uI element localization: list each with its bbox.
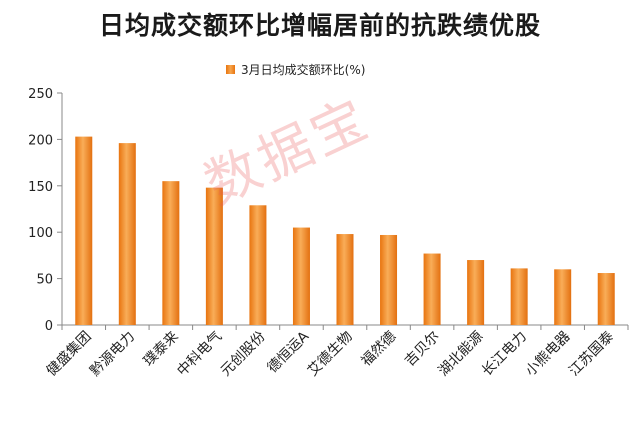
chart-title: 日均成交额环比增幅居前的抗跌绩优股 xyxy=(98,11,541,40)
bars xyxy=(75,136,615,325)
legend-label: 3月日均成交额环比(%) xyxy=(241,62,366,77)
x-tick-label: 湖北能源 xyxy=(436,329,487,380)
y-tick-label: 150 xyxy=(28,180,53,195)
y-axis: 0 50 100 150 200 250 xyxy=(28,87,63,334)
x-tick-label: 璞泰来 xyxy=(141,329,182,370)
bar xyxy=(205,187,223,325)
x-tick-label: 元创股份 xyxy=(218,329,269,380)
bar xyxy=(597,273,615,325)
y-tick-label: 200 xyxy=(28,133,53,148)
x-tick-label: 健盛集团 xyxy=(43,328,95,380)
bar xyxy=(118,143,136,325)
x-tick-label: 吉贝尔 xyxy=(402,329,443,370)
bar xyxy=(510,268,528,325)
x-tick-label: 中科电气 xyxy=(174,329,225,380)
x-tick-label: 长江电力 xyxy=(479,329,530,380)
y-tick-label: 100 xyxy=(28,226,53,241)
x-tick-label: 江苏国泰 xyxy=(566,329,617,380)
bar xyxy=(336,234,354,325)
legend-swatch xyxy=(226,64,235,74)
x-tick-label: 艾德生物 xyxy=(305,329,356,380)
x-tick-label: 小熊电器 xyxy=(523,329,574,380)
y-tick-label: 0 xyxy=(45,319,53,334)
bar xyxy=(380,234,398,325)
y-tick-label: 250 xyxy=(28,87,53,102)
y-tick-label: 50 xyxy=(36,273,53,288)
bar xyxy=(162,181,180,325)
bar xyxy=(467,260,485,325)
bar xyxy=(292,227,310,325)
bar xyxy=(75,136,93,325)
bar xyxy=(423,253,441,325)
x-tick-label: 黔源电力 xyxy=(87,329,138,380)
legend: 3月日均成交额环比(%) xyxy=(226,61,365,77)
bar xyxy=(554,269,572,325)
bar xyxy=(249,205,267,325)
x-tick-label: 福然德 xyxy=(358,328,400,370)
